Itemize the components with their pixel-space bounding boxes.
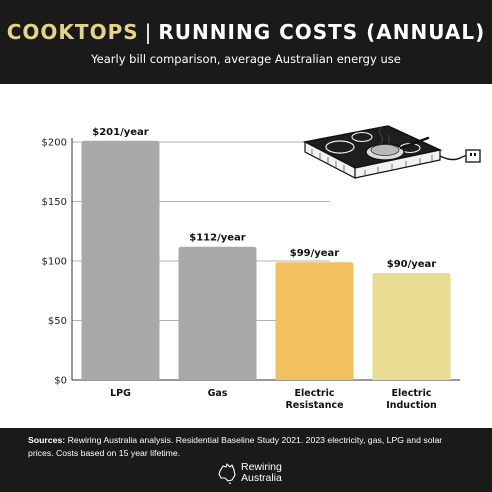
- footer-banner: Sources: Rewiring Australia analysis. Re…: [0, 428, 492, 492]
- bar: [275, 262, 354, 380]
- page-title: COOKTOPS | RUNNING COSTS (ANNUAL): [0, 20, 492, 44]
- sources-note: Sources: Rewiring Australia analysis. Re…: [28, 434, 468, 459]
- bar-chart: $0 $50 $100 $150 $200 $201/year $112/year $99/…: [42, 125, 481, 411]
- data-label: $112/year: [189, 233, 246, 244]
- category-label: Electric: [295, 388, 335, 399]
- y-tick-label: $0: [54, 376, 67, 387]
- y-tick-label: $200: [42, 138, 67, 149]
- page-subtitle: Yearly bill comparison, average Australi…: [91, 52, 401, 66]
- data-label: $99/year: [290, 248, 340, 259]
- title-separator: |: [144, 20, 153, 44]
- category-label: LPG: [110, 388, 131, 399]
- y-tick-label: $150: [42, 197, 67, 208]
- logo-line-rewiring: Rewiring: [241, 461, 282, 473]
- bar: [81, 140, 160, 380]
- data-label: $201/year: [92, 127, 149, 138]
- bar: [372, 272, 451, 380]
- title-running-costs: RUNNING COSTS (ANNUAL): [158, 20, 486, 44]
- rewiring-australia-logo: Rewiring Australia: [217, 460, 307, 488]
- bars: [81, 140, 451, 380]
- category-label: Gas: [208, 388, 228, 399]
- logo-line-australia: Australia: [241, 472, 282, 484]
- header-banner: COOKTOPS | RUNNING COSTS (ANNUAL) Yearly b…: [0, 0, 492, 84]
- australia-map-icon: [218, 463, 236, 484]
- data-labels: $201/year $112/year $99/year $90/year: [92, 127, 436, 270]
- category-label: Induction: [386, 400, 437, 411]
- cooktop-with-frying-pan-icon: [302, 125, 481, 179]
- category-label: Resistance: [285, 400, 343, 411]
- sources-label: Sources:: [28, 435, 66, 445]
- category-label: Electric: [392, 388, 432, 399]
- logo-text: Rewiring Australia: [241, 462, 282, 484]
- title-cooktops: COOKTOPS: [6, 20, 139, 44]
- sources-text: Rewiring Australia analysis. Residential…: [28, 435, 443, 458]
- bar: [178, 246, 257, 380]
- data-label: $90/year: [387, 259, 437, 270]
- category-labels: LPG Gas ElectricResistanceElectricInductio…: [110, 388, 437, 411]
- y-tick-label: $100: [42, 257, 67, 268]
- y-tick-label: $50: [48, 316, 67, 327]
